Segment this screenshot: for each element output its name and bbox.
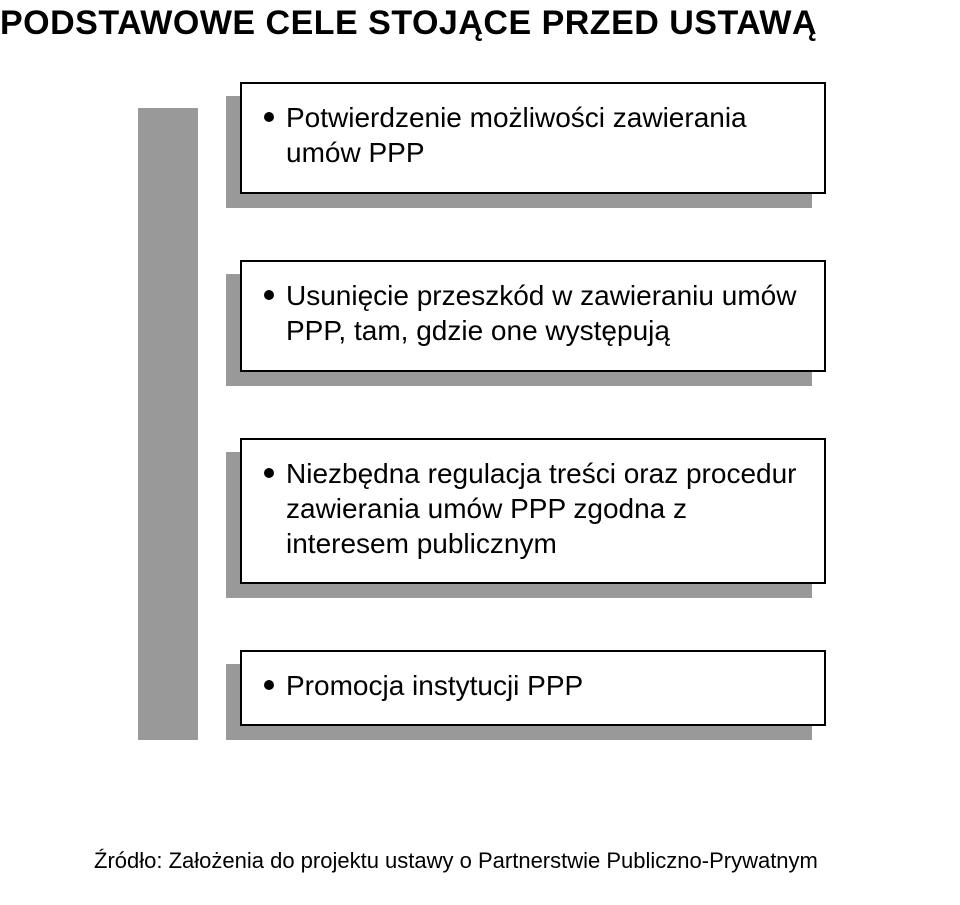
page-title: PODSTAWOWE CELE STOJĄCE PRZED USTAWĄ [0, 4, 817, 43]
spine-bar [138, 108, 198, 740]
goal-box: Usunięcie przeszkód w zawieraniu umów PP… [240, 260, 826, 372]
goal-text: Usunięcie przeszkód w zawieraniu umów PP… [264, 278, 804, 348]
goal-text: Niezbędna regulacja treści oraz procedur… [264, 456, 804, 561]
goal-box: Potwierdzenie możliwości zawierania umów… [240, 82, 826, 194]
goal-text: Potwierdzenie możliwości zawierania umów… [264, 100, 804, 170]
goal-text: Promocja instytucji PPP [264, 668, 804, 703]
source-text: Źródło: Założenia do projektu ustawy o P… [94, 848, 818, 874]
goal-box: Promocja instytucji PPP [240, 650, 826, 726]
goal-box: Niezbędna regulacja treści oraz procedur… [240, 438, 826, 584]
